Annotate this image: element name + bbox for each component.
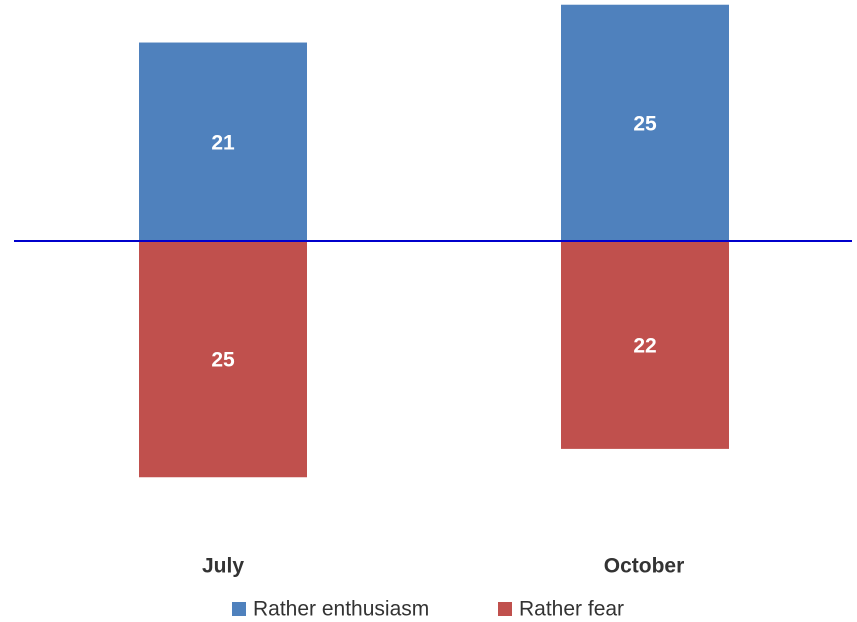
data-label: 21: [211, 131, 235, 154]
legend-swatch: [498, 602, 512, 616]
x-tick-label: July: [202, 555, 244, 578]
bar: [561, 240, 729, 449]
data-label: 22: [633, 334, 656, 357]
legend-label: Rather fear: [519, 598, 624, 621]
bar: [561, 4, 729, 241]
data-label: 25: [211, 349, 235, 372]
x-tick-label: October: [604, 555, 685, 578]
data-label: 25: [633, 112, 657, 135]
bar: [139, 42, 307, 241]
bar: [139, 240, 307, 478]
legend-swatch: [232, 602, 246, 616]
legend-label: Rather enthusiasm: [253, 598, 429, 621]
